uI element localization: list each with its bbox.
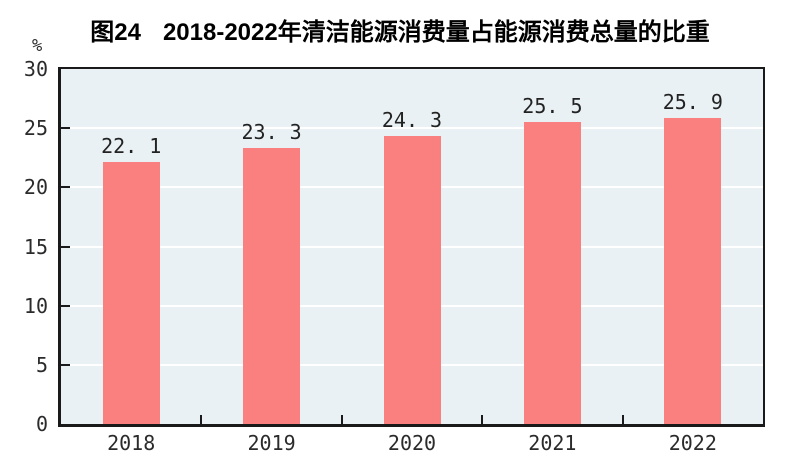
y-axis-tick [61,127,70,130]
y-axis-tick [61,304,70,307]
x-axis-tick [340,415,343,424]
plot-area: 22. 1 23. 3 24. 3 25. 5 25. 9 [58,67,765,427]
bar-2019 [243,148,301,424]
y-axis-tick-label-0: 0 [35,412,48,436]
figure-number-label: 图24 [90,19,141,46]
x-axis-tick [621,415,624,424]
bar-2022 [664,117,722,424]
x-axis-tick-label-2021: 2021 [528,431,577,455]
y-axis-tick-label-5: 5 [35,352,48,377]
bar-value-label-2019: 23. 3 [241,120,302,145]
y-axis-tick [61,363,70,366]
y-axis-tick-label-15: 15 [23,234,48,259]
bar-value-label-2022: 25. 9 [662,89,723,114]
y-axis-tick-label-25: 25 [23,116,48,141]
x-axis-tick-label-2019: 2019 [247,431,296,455]
x-axis-tick-label-2022: 2022 [668,431,717,455]
bar-value-label-2021: 25. 5 [522,94,583,119]
bar-2021 [523,122,581,424]
x-axis-tick [200,415,203,424]
y-axis-tick-label-10: 10 [23,293,48,318]
x-axis-tick [481,415,484,424]
y-axis-tick-label-20: 20 [23,175,48,200]
y-axis-tick [61,186,70,189]
chart-title: 图24 2018-2022年清洁能源消费量占能源消费总量的比重 [0,18,800,48]
bar-2018 [102,162,160,424]
x-axis-tick-label-2020: 2020 [387,431,437,455]
gridline-25 [61,127,763,130]
y-axis-tick-label-30: 30 [23,57,48,81]
y-axis-tick [61,245,70,248]
x-axis-tick-label-2018: 2018 [107,431,156,455]
chart-title-text: 2018-2022年清洁能源消费量占能源消费总量的比重 [162,19,710,46]
bar-value-label-2018: 22. 1 [101,134,162,159]
bar-2020 [383,136,441,424]
bar-value-label-2020: 24. 3 [381,108,443,133]
y-axis-unit-label: % [32,36,43,56]
